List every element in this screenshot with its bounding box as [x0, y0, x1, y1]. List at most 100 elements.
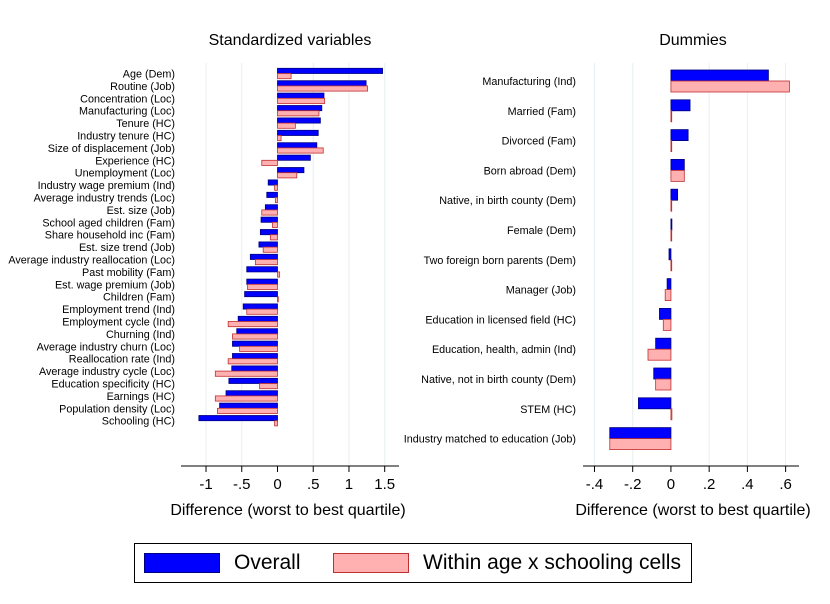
std-bar-within: [261, 159, 278, 166]
dum-bar-overall: [668, 248, 672, 261]
dum-x-tick-label: .2: [703, 476, 716, 493]
std-bar-within: [277, 135, 282, 142]
std-bar-overall: [277, 117, 321, 124]
dum-x-tick-label: .6: [779, 476, 792, 493]
std-bar-overall: [277, 142, 318, 149]
std-category-label: Concentration (Loc): [80, 93, 175, 105]
std-bar-within: [227, 321, 278, 328]
dum-category-label: Manager (Job): [506, 285, 576, 297]
std-x-tick-label: 1: [345, 476, 353, 493]
std-category-label: Industry wage premium (Ind): [38, 180, 175, 192]
dum-bar-overall: [653, 367, 672, 380]
std-x-tick-label: 0: [273, 476, 281, 493]
dum-bar-overall: [670, 218, 673, 231]
std-bar-within: [277, 85, 368, 92]
dum-bar-within: [655, 378, 672, 391]
dum-bar-overall: [659, 307, 672, 320]
std-bar-overall: [232, 340, 278, 347]
std-bar-overall: [225, 390, 278, 397]
std-bar-within: [214, 395, 278, 402]
std-x-tick-label: .5: [307, 476, 320, 493]
dum-bar-within: [664, 289, 672, 302]
std-category-label: Routine (Job): [110, 81, 175, 93]
std-bar-within: [277, 296, 279, 303]
std-category-label: Est. wage premium (Job): [55, 279, 175, 291]
std-bar-overall: [260, 216, 278, 223]
dum-category-label: Married (Fam): [508, 106, 576, 118]
std-category-label: Reallocation rate (Ind): [69, 354, 175, 366]
dum-bar-overall: [670, 129, 689, 142]
dum-x-axis-label: Difference (worst to best quartile): [575, 502, 810, 519]
dum-x-tick-label: 0: [667, 476, 675, 493]
std-category-label: Est. size trend (Job): [79, 242, 175, 254]
dum-bar-overall: [670, 158, 685, 171]
dum-bar-overall: [655, 337, 672, 350]
legend-label-within: Within age x schooling cells: [423, 551, 681, 574]
dum-x-tick-label: .4: [741, 476, 754, 493]
std-bar-within: [254, 259, 278, 266]
std-category-label: Education specificity (HC): [51, 379, 175, 391]
dum-bar-within: [670, 110, 673, 123]
dum-category-label: Native, in birth county (Dem): [439, 195, 576, 207]
std-bar-overall: [219, 402, 278, 409]
dum-bar-overall: [638, 397, 672, 410]
std-bar-within: [277, 97, 326, 104]
std-title: Standardized variables: [209, 32, 372, 49]
std-category-label: School aged children (Fam): [42, 217, 175, 229]
std-bar-overall: [242, 303, 278, 310]
std-bar-within: [277, 271, 281, 278]
std-bar-overall: [277, 67, 383, 74]
std-bar-within: [277, 147, 324, 154]
std-bar-overall: [237, 315, 278, 322]
std-bar-overall: [198, 415, 278, 422]
std-bar-overall: [259, 229, 278, 236]
std-bar-within: [274, 420, 278, 427]
std-bar-overall: [277, 105, 323, 112]
dum-bar-within: [670, 259, 673, 272]
std-category-label: Est. size (Job): [107, 205, 175, 217]
std-bar-within: [277, 73, 292, 80]
dum-category-label: Female (Dem): [507, 225, 576, 237]
legend-item-within: Within age x schooling cells: [333, 544, 681, 582]
dum-bar-within: [670, 229, 673, 242]
std-category-label: Experience (HC): [95, 155, 175, 167]
dum-category-label: STEM (HC): [520, 404, 576, 416]
std-bar-overall: [231, 365, 278, 372]
dum-category-label: Divorced (Fam): [502, 136, 576, 148]
std-bar-within: [259, 383, 278, 390]
legend: Overall Within age x schooling cells: [134, 543, 692, 583]
std-bar-within: [277, 172, 298, 179]
std-bar-overall: [277, 129, 319, 136]
std-category-label: Age (Dem): [123, 69, 175, 81]
dum-category-label: Industry matched to education (Job): [404, 434, 576, 446]
std-bar-within: [247, 283, 278, 290]
dum-bar-overall: [670, 188, 679, 201]
dum-bar-within: [670, 140, 673, 153]
dum-bar-within: [609, 438, 672, 451]
dum-x-tick-label: -.2: [624, 476, 642, 493]
std-bar-overall: [266, 191, 278, 198]
std-bar-overall: [228, 377, 278, 384]
std-category-label: Past mobility (Fam): [82, 267, 175, 279]
dum-bar-within: [670, 408, 673, 421]
legend-swatch-within: [333, 553, 409, 573]
legend-item-overall: Overall: [144, 544, 301, 582]
std-bar-within: [274, 197, 278, 204]
dum-bar-within: [670, 80, 790, 93]
std-bar-within: [214, 370, 278, 377]
std-bar-within: [269, 234, 278, 241]
std-bar-within: [274, 184, 278, 191]
std-bar-within: [246, 308, 278, 315]
std-bar-within: [277, 110, 320, 117]
std-category-label: Industry tenure (HC): [77, 131, 175, 143]
std-bar-within: [239, 345, 278, 352]
dum-bar-within: [647, 348, 672, 361]
std-category-label: Average industry reallocation (Loc): [8, 255, 175, 267]
std-category-label: Employment cycle (Ind): [62, 317, 175, 329]
std-bar-within: [227, 358, 278, 365]
std-bar-overall: [277, 154, 311, 161]
std-category-label: Tenure (HC): [116, 118, 175, 130]
std-x-axis-label: Difference (worst to best quartile): [170, 502, 405, 519]
legend-swatch-overall: [144, 553, 220, 573]
std-bar-overall: [244, 291, 278, 298]
